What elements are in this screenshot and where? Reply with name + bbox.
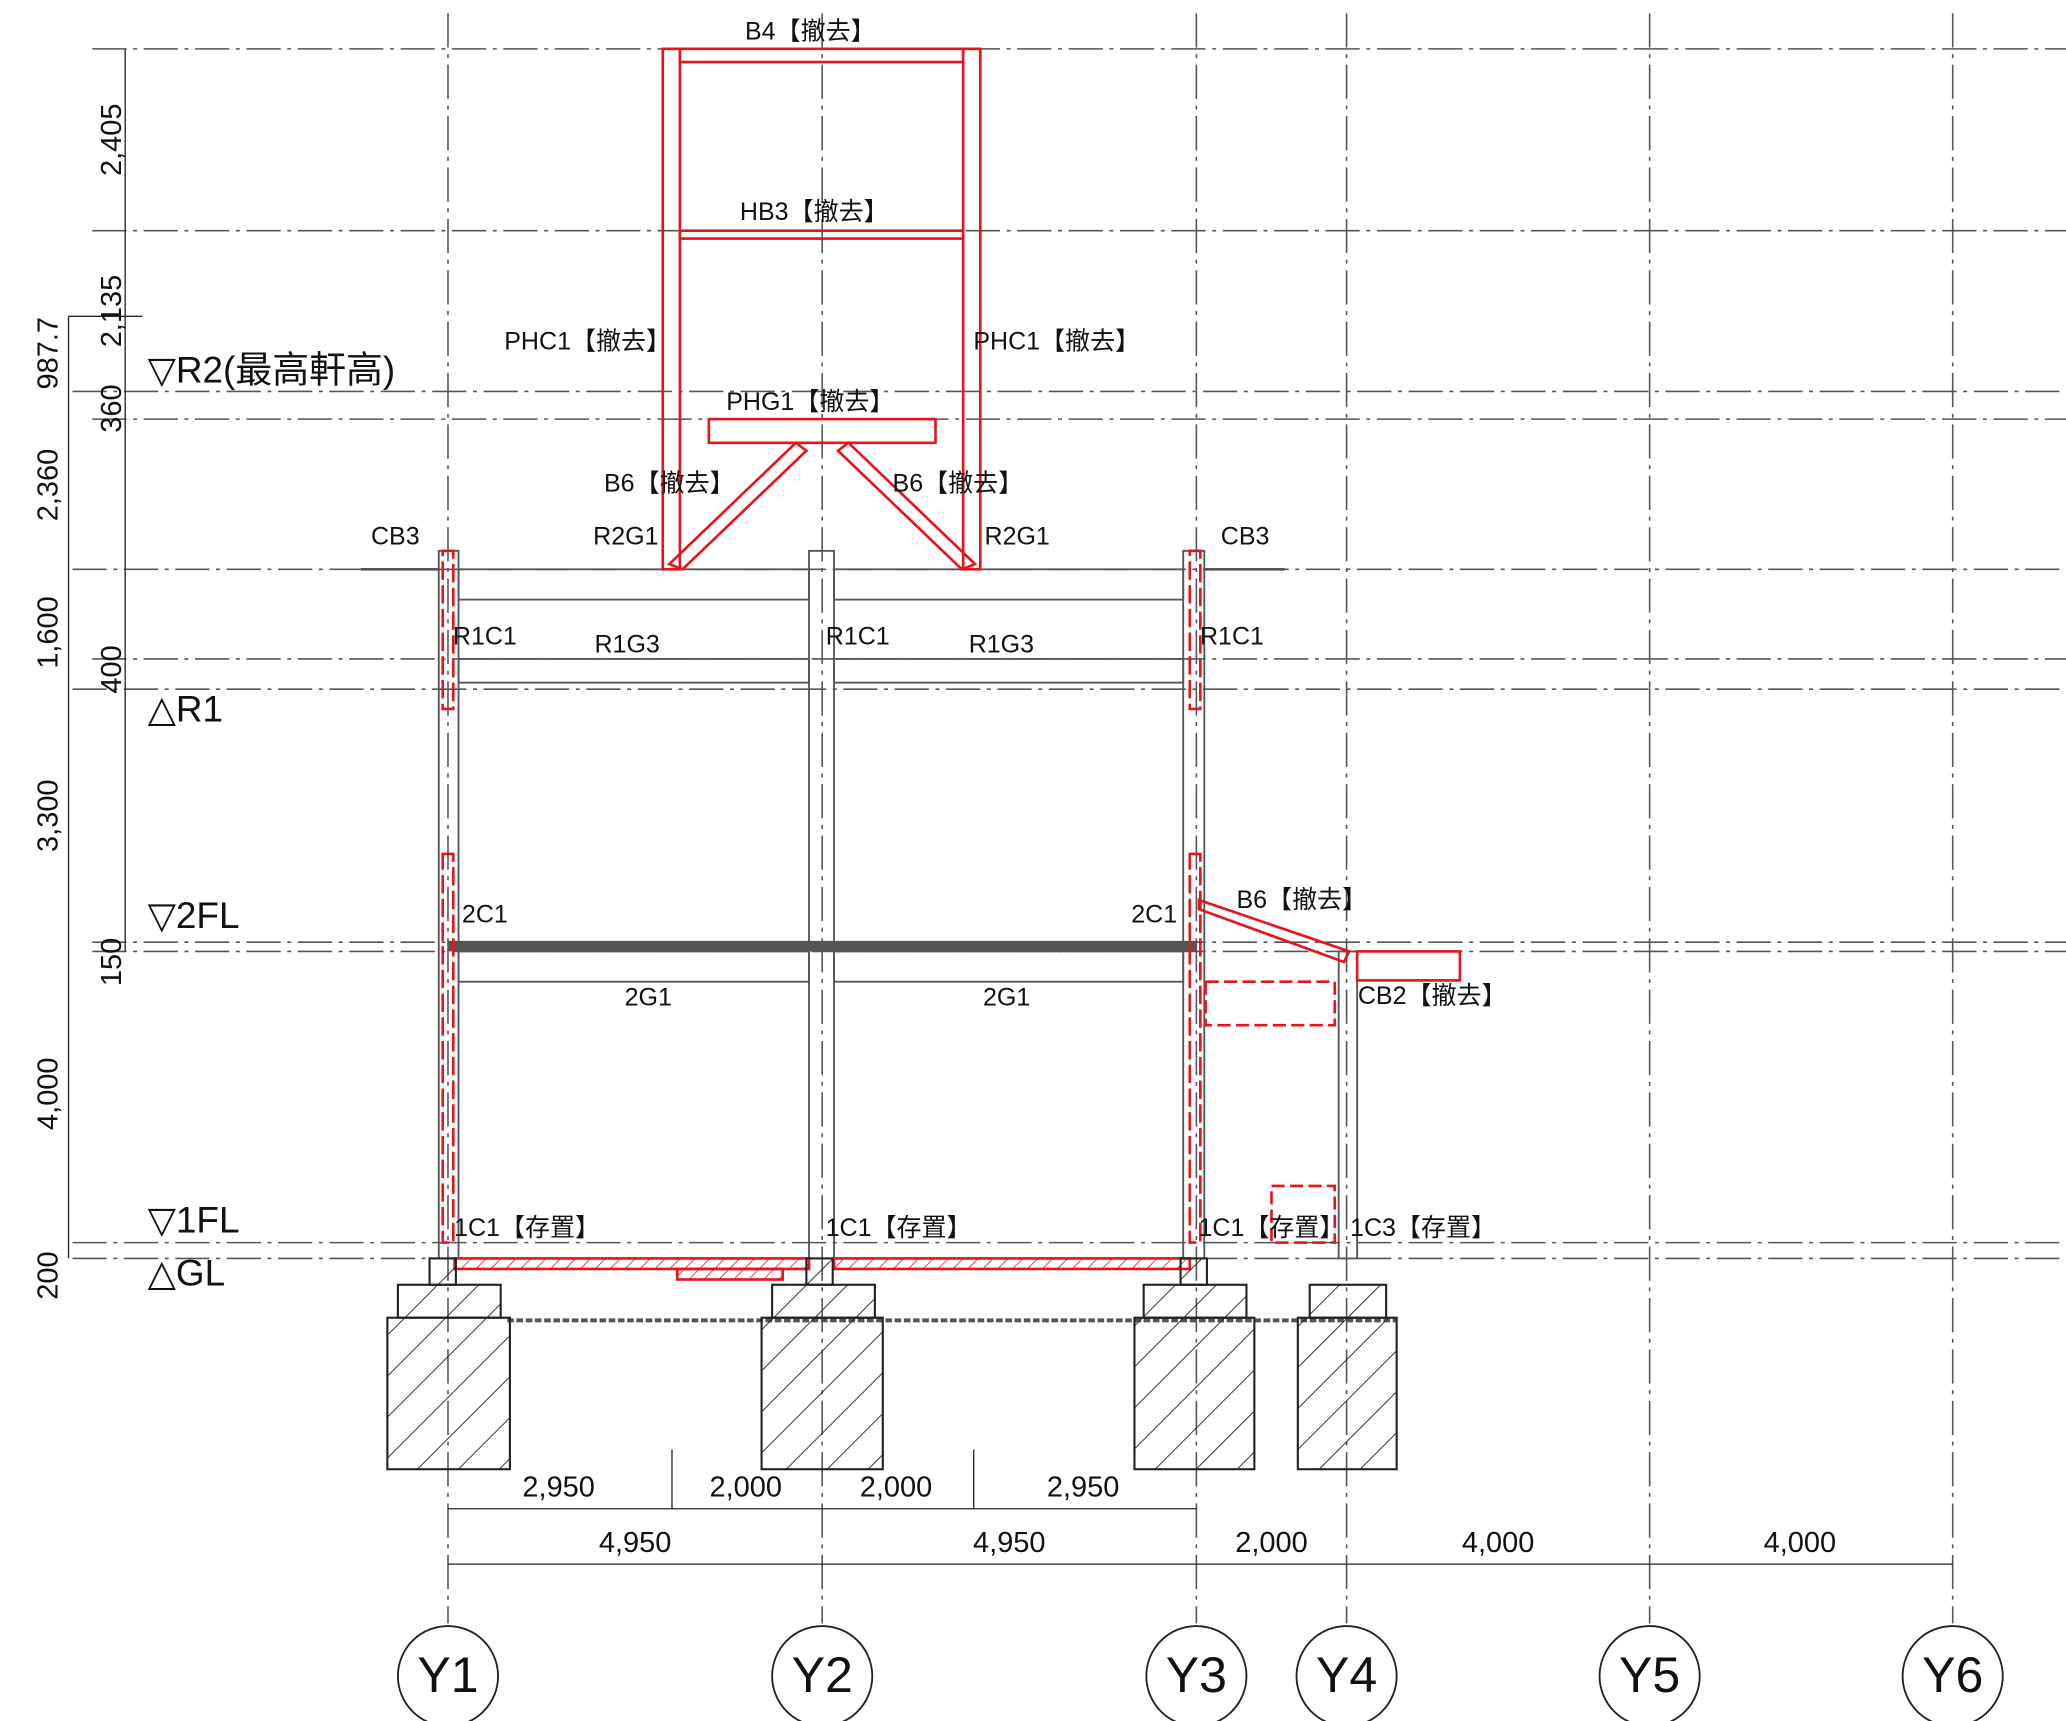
member-label: CB3 — [1221, 522, 1270, 550]
dimension: 360 — [96, 384, 128, 432]
member-label: PHC1【撤去】 — [504, 327, 671, 355]
member-label: B6【撤去】 — [1236, 886, 1367, 914]
level-label: ▽1FL — [148, 1200, 240, 1241]
member-label: R1C1 — [1200, 622, 1264, 650]
dimension: 2,405 — [96, 104, 128, 177]
level-labels: ▽R2(最高軒高) △R1 ▽2FL ▽1FL △GL — [148, 350, 396, 1294]
foundations — [386, 1257, 1398, 1471]
member-label: B6【撤去】 — [604, 470, 735, 498]
axis-label: Y4 — [1316, 1647, 1377, 1703]
dimension: 200 — [33, 1251, 65, 1299]
dimension: 2,950 — [1047, 1472, 1120, 1504]
member-label: 2C1 — [1131, 900, 1177, 928]
member-label: 2G1 — [625, 983, 672, 1011]
dimension-lines — [67, 48, 1953, 1565]
dimension: 2,000 — [1235, 1527, 1308, 1559]
grid-axis-markers: Y1 Y2 Y3 Y4 Y5 Y6 — [397, 1625, 2004, 1721]
dimension: 2,000 — [710, 1472, 783, 1504]
member-label: CB2【撤去】 — [1358, 982, 1507, 1010]
member-label: B4【撤去】 — [745, 18, 876, 46]
grid-lines — [72, 13, 2066, 1624]
member-label: PHG1【撤去】 — [726, 388, 894, 416]
removed-members — [441, 47, 1462, 1281]
member-labels: B4【撤去】 HB3【撤去】 PHC1【撤去】 PHC1【撤去】 PHG1【撤去】 B6【… — [371, 18, 1507, 1242]
dimension: 150 — [96, 938, 128, 986]
dimension: 2,950 — [522, 1472, 595, 1504]
dimension: 2,360 — [33, 449, 65, 522]
level-label: ▽R2(最高軒高) — [148, 350, 396, 391]
dimension: 2,135 — [96, 275, 128, 348]
member-label: R1C1 — [826, 622, 890, 650]
dimension: 3,300 — [33, 779, 65, 852]
level-label: ▽2FL — [148, 895, 240, 936]
member-label: 1C3【存置】 — [1350, 1214, 1496, 1242]
dimension: 4,000 — [1764, 1527, 1837, 1559]
member-label: R2G1 — [593, 522, 658, 550]
member-label: 1C1【存置】 — [1199, 1214, 1345, 1242]
member-label: R1C1 — [453, 622, 517, 650]
level-label: △GL — [148, 1252, 226, 1293]
member-label: CB3 — [371, 522, 420, 550]
member-label: R2G1 — [985, 522, 1050, 550]
dimension: 4,000 — [33, 1057, 65, 1130]
axis-label: Y6 — [1922, 1647, 1983, 1703]
axis-label: Y2 — [792, 1647, 853, 1703]
member-label: B6【撤去】 — [893, 470, 1024, 498]
axis-label: Y3 — [1166, 1647, 1227, 1703]
member-label: PHC1【撤去】 — [973, 327, 1140, 355]
dimension: 4,950 — [973, 1527, 1046, 1559]
horizontal-dimensions: 2,950 2,000 2,000 2,950 4,950 4,950 2,00… — [522, 1472, 1836, 1559]
axis-label: Y5 — [1619, 1647, 1680, 1703]
dimension: 400 — [96, 645, 128, 693]
existing-structure — [361, 549, 1397, 1323]
dimension: 2,000 — [860, 1472, 933, 1504]
vertical-dimensions: 2,405 2,135 987.7 360 2,360 1,600 400 3,… — [33, 104, 128, 1300]
dimension: 4,950 — [599, 1527, 672, 1559]
member-label: 1C1【存置】 — [826, 1214, 972, 1242]
member-label: 2C1 — [462, 900, 508, 928]
dimension: 1,600 — [33, 596, 65, 669]
dimension: 987.7 — [33, 317, 65, 390]
member-label: R1G3 — [969, 630, 1034, 658]
axis-label: Y1 — [417, 1647, 478, 1703]
member-label: 1C1【存置】 — [454, 1214, 600, 1242]
member-label: 2G1 — [983, 983, 1030, 1011]
member-label: HB3【撤去】 — [740, 198, 889, 226]
member-label: R1G3 — [594, 630, 659, 658]
level-label: △R1 — [148, 688, 224, 729]
dimension: 4,000 — [1462, 1527, 1535, 1559]
